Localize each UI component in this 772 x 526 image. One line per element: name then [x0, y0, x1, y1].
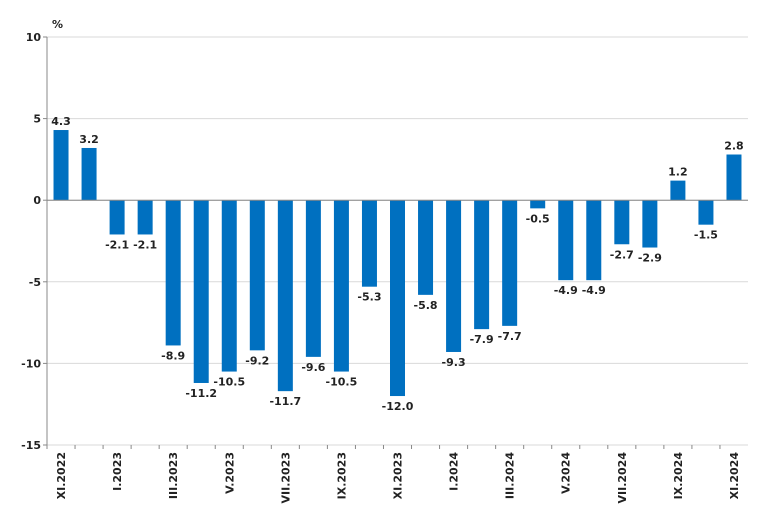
bar [249, 200, 265, 351]
bar [726, 154, 742, 201]
bar [418, 200, 434, 295]
data-label: -12.0 [382, 400, 414, 413]
bar [670, 180, 686, 201]
x-tick-label: XI.2024 [728, 452, 741, 500]
y-tick-label: 0 [33, 194, 41, 207]
bar [558, 200, 574, 281]
bar [81, 147, 97, 201]
data-label: 2.8 [724, 140, 744, 153]
bar [446, 200, 462, 352]
x-tick-label: V.2023 [223, 452, 236, 494]
x-tick-label: III.2023 [167, 452, 180, 499]
x-tick-label: I.2024 [448, 452, 461, 491]
x-tick-label: IX.2024 [672, 452, 685, 500]
x-tick-label: V.2024 [560, 452, 573, 494]
data-label: -9.3 [442, 356, 466, 369]
data-label: -5.8 [414, 299, 438, 312]
data-label: -10.5 [213, 376, 245, 389]
y-tick-label: -5 [29, 276, 41, 289]
data-label: -4.9 [554, 284, 578, 297]
data-label: -2.7 [610, 248, 634, 261]
data-label: 4.3 [51, 115, 71, 128]
bar [614, 200, 630, 245]
data-label: -7.7 [498, 330, 522, 343]
bar [277, 200, 293, 392]
data-label: -8.9 [161, 349, 185, 362]
data-labels: 4.33.2-2.1 -2.1-8.9-11.2-10.5-9.2-11.7-9.… [51, 115, 743, 413]
x-axis-ticks: XI.2022 I.2023 III.2023 V.2023 VII.2023 IX.20… [46, 445, 741, 504]
data-label: -1.5 [694, 229, 718, 242]
bar [530, 200, 546, 209]
y-axis-ticks: 10 5 0 -5 -10 -15 [21, 31, 47, 452]
y-unit-label: % [52, 18, 63, 31]
bar [305, 200, 321, 357]
bar [390, 200, 405, 397]
y-tick-label: -10 [21, 357, 41, 370]
data-label: -9.6 [301, 361, 325, 374]
y-tick-label: -15 [21, 439, 41, 452]
bars [53, 130, 742, 397]
data-label: -4.9 [582, 284, 606, 297]
data-label: -9.2 [245, 354, 269, 367]
data-label: -11.7 [269, 395, 301, 408]
x-tick-label: VII.2024 [616, 452, 629, 504]
bar [642, 200, 658, 248]
bar [361, 200, 377, 287]
bar [193, 200, 209, 383]
data-label: 1.2 [668, 166, 688, 179]
bar [221, 200, 237, 372]
data-label: -0.5 [526, 212, 550, 225]
data-label: -2.1 [105, 238, 129, 251]
x-tick-label: XI.2023 [392, 452, 405, 499]
bar [165, 200, 181, 346]
data-label: -11.2 [185, 387, 217, 400]
x-tick-label: I.2023 [111, 452, 124, 491]
data-label: -2.1 [133, 238, 157, 251]
data-label: -7.9 [470, 333, 494, 346]
data-label: -10.5 [326, 376, 358, 389]
y-tick-label: 5 [33, 113, 41, 126]
data-label: -5.3 [357, 291, 381, 304]
bar [698, 200, 714, 225]
bar [53, 130, 69, 201]
data-label: 3.2 [79, 133, 99, 146]
bar [109, 200, 125, 235]
bar [474, 200, 490, 330]
bar [586, 200, 602, 281]
x-tick-label: XI.2022 [55, 452, 68, 499]
x-tick-label: IX.2023 [335, 452, 348, 499]
x-tick-label: VII.2023 [279, 452, 292, 504]
data-label: -2.9 [638, 252, 662, 265]
y-tick-label: 10 [26, 31, 42, 44]
bar [137, 200, 153, 235]
x-tick-label: III.2024 [504, 452, 517, 499]
bar [502, 200, 518, 326]
bar [333, 200, 349, 372]
